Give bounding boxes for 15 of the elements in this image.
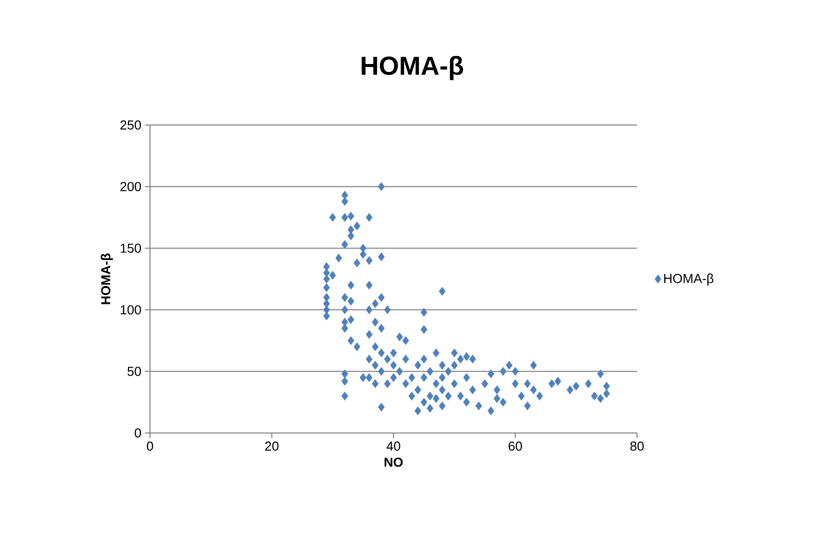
y-tick-label: 100 — [120, 305, 141, 314]
y-tick-label: 50 — [128, 366, 141, 376]
chart-title: HOMA-β — [362, 56, 464, 80]
y-tick-label: 200 — [120, 182, 141, 192]
y-tick-label: 0 — [134, 428, 141, 438]
x-tick-label: 80 — [630, 442, 644, 451]
legend-label: HOMA-β — [664, 274, 714, 286]
x-tick-label: 40 — [386, 442, 400, 451]
x-tick-label: 60 — [508, 442, 522, 451]
y-tick-label: 250 — [120, 120, 141, 130]
y-tick-label: 150 — [120, 244, 141, 253]
x-tick-label: 20 — [265, 442, 278, 451]
y-axis-title: HOMA-β — [100, 253, 113, 304]
x-axis-title: NO — [384, 458, 403, 467]
x-tick-label: 0 — [146, 442, 154, 451]
